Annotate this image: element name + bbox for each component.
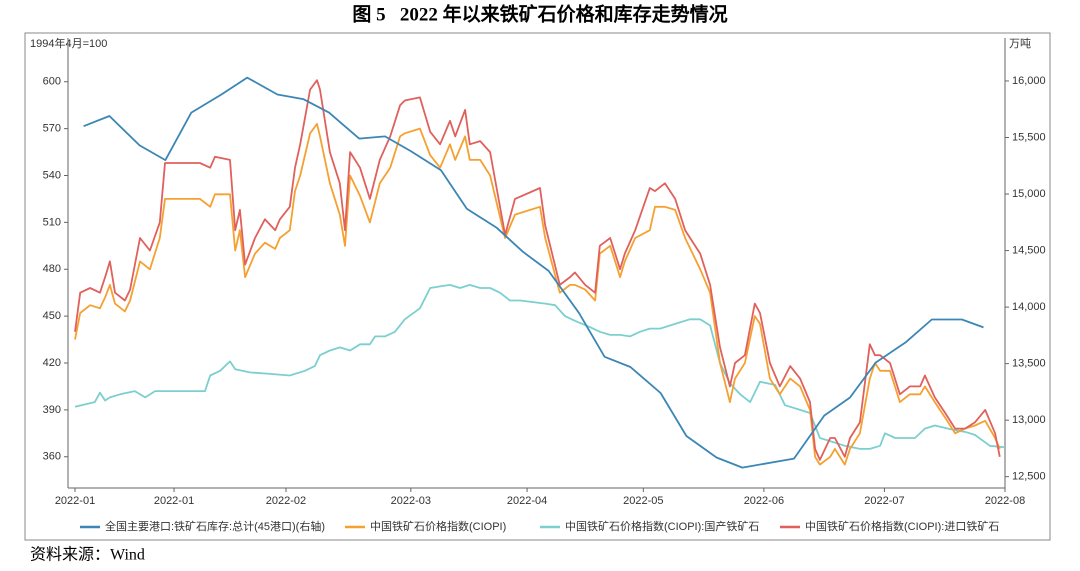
series-line	[83, 76, 984, 469]
x-tick-label: 2022-08	[985, 495, 1025, 507]
legend-label: 中国铁矿石价格指数(CIOPI)	[370, 519, 506, 533]
y2-tick-label: 13,500	[1012, 358, 1046, 370]
series-line	[74, 79, 1001, 461]
series-line	[74, 284, 1006, 450]
y2-tick-label: 15,500	[1012, 131, 1046, 143]
x-tick-label: 2022-04	[507, 495, 547, 507]
x-tick-label: 2022-03	[391, 495, 431, 507]
y-tick-label: 570	[43, 123, 61, 135]
y-tick-label: 510	[43, 216, 61, 228]
x-tick-label: 2022-05	[623, 495, 663, 507]
y-tick-label: 360	[43, 451, 61, 463]
y2-tick-label: 15,000	[1012, 188, 1046, 200]
y2-tick-label: 14,000	[1012, 301, 1046, 313]
y-tick-label: 450	[43, 310, 61, 322]
y-tick-label: 600	[43, 76, 61, 88]
y-tick-label: 540	[43, 169, 61, 181]
y2-tick-label: 13,000	[1012, 414, 1046, 426]
x-tick-label: 2022-01	[55, 495, 95, 507]
chart-title: 图 5 2022 年以来铁矿石价格和库存走势情况	[352, 2, 727, 25]
y-tick-label: 420	[43, 357, 61, 369]
x-tick-label: 2022-02	[266, 495, 306, 507]
series-line	[74, 123, 1001, 466]
legend-label: 全国主要港口:铁矿石库存:总计(45港口)(右轴)	[105, 519, 325, 533]
source: 资料来源：Wind	[30, 546, 145, 564]
y2-tick-label: 12,500	[1012, 471, 1046, 483]
y2-axis-label: 万吨	[1009, 37, 1031, 50]
x-tick-label: 2022-07	[864, 495, 904, 507]
y2-tick-label: 14,500	[1012, 244, 1046, 256]
y2-tick-label: 16,000	[1012, 75, 1046, 87]
legend-label: 中国铁矿石价格指数(CIOPI):进口铁矿石	[805, 519, 999, 533]
legend-label: 中国铁矿石价格指数(CIOPI):国产铁矿石	[565, 519, 759, 533]
chart-frame	[24, 32, 1051, 541]
y-axis-label: 1994年4月=100	[30, 36, 107, 50]
x-tick-label: 2022-01	[154, 495, 194, 507]
x-tick-label: 2022-06	[744, 495, 784, 507]
y-tick-label: 390	[43, 404, 61, 416]
y-tick-label: 480	[43, 263, 61, 275]
